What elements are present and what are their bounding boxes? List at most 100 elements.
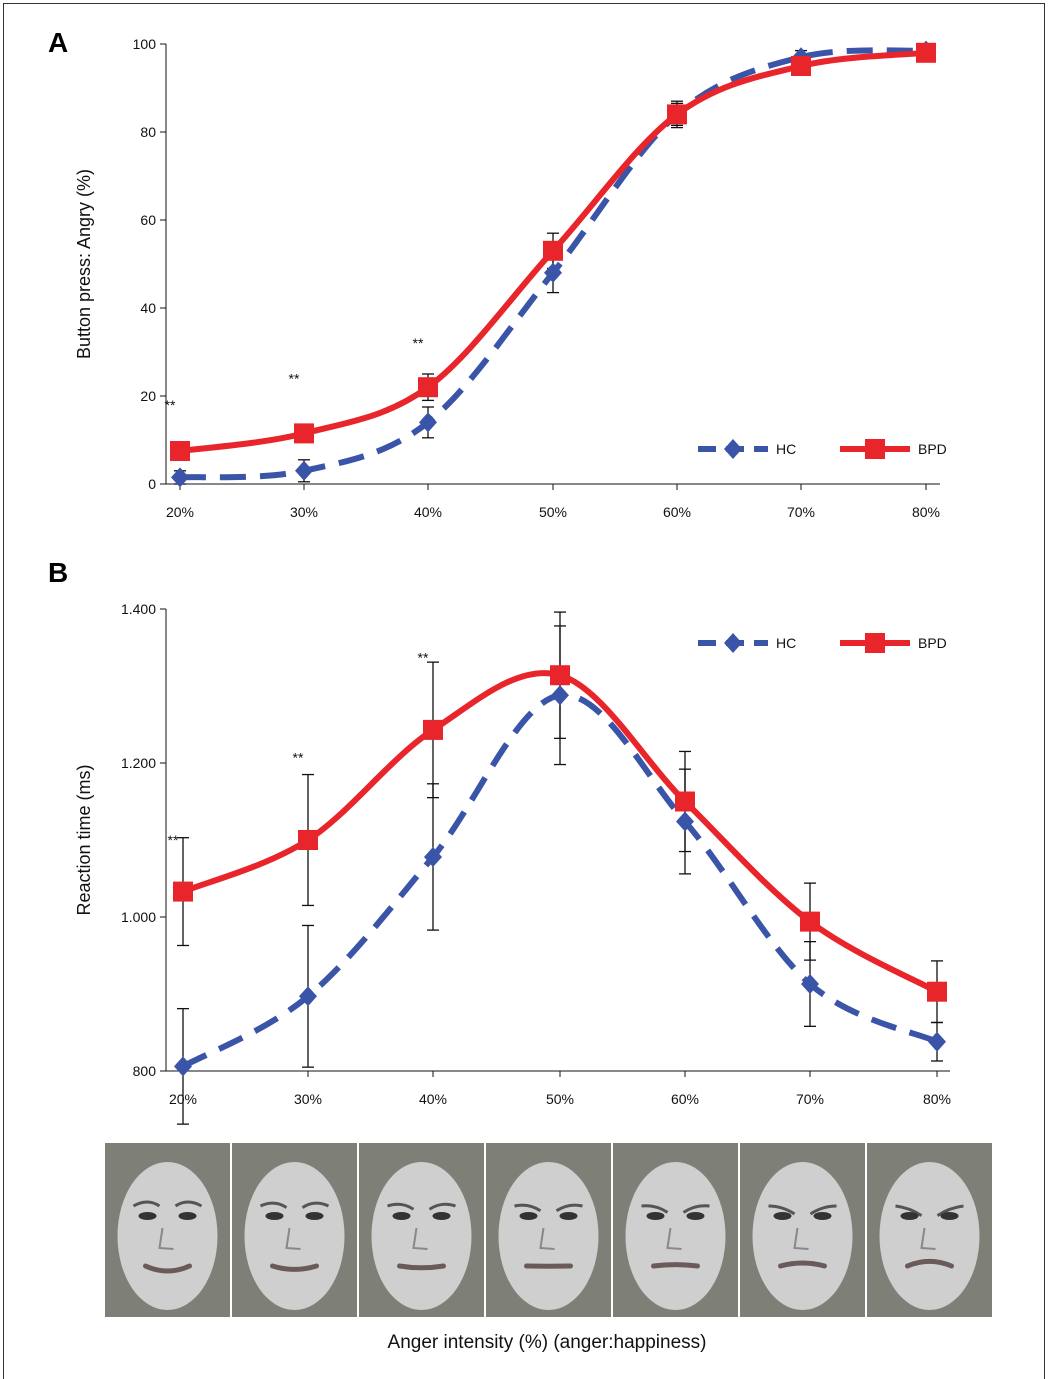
panel-b-legend-hc-marker: [724, 633, 742, 653]
panel-b-series-bpd-point: [927, 981, 947, 1002]
panel-a-y-tick-label: 20: [140, 388, 156, 404]
panel-b-x-tick-label: 30%: [294, 1091, 322, 1107]
face-nose: [793, 1227, 809, 1250]
panel-a-legend-hc-marker: [724, 439, 742, 459]
face-mouth: [397, 1263, 446, 1271]
panel-a-x-tick-label: 60%: [663, 504, 691, 520]
panel-a-y-tick-label: 100: [133, 36, 157, 52]
face-eye: [138, 1212, 157, 1220]
panel-b-legend-bpd-marker: [865, 633, 885, 653]
face-eye: [900, 1212, 919, 1220]
panel-a-y-tick-label: 80: [140, 124, 156, 140]
face-eye: [686, 1212, 705, 1220]
figure-frame: [3, 3, 1045, 1379]
face-nose: [539, 1227, 555, 1250]
panel-b-series-bpd-point: [423, 719, 443, 740]
face-mouth: [143, 1263, 192, 1274]
face-eye: [813, 1212, 832, 1220]
panel-a-series-hc-point: [544, 262, 562, 283]
face-nose: [285, 1227, 301, 1250]
face-shape: [244, 1162, 345, 1310]
panel-a-x-tick-label: 40%: [414, 504, 442, 520]
panel-a-significance-marker: **: [413, 335, 424, 351]
face-eye: [519, 1212, 538, 1220]
panel-a-y-tick-label: 40: [140, 300, 156, 316]
panel-b-series-hc-point: [676, 811, 694, 832]
panel-b-series-hc-point: [174, 1056, 192, 1077]
face-mouth: [778, 1260, 827, 1269]
panel-b-y-axis-label: Reaction time (ms): [74, 764, 94, 915]
panel-b-y-tick-label: 1.400: [121, 601, 156, 617]
panel-a-legend-bpd-marker: [865, 439, 885, 459]
panel-b-x-tick-label: 40%: [419, 1091, 447, 1107]
panel-b-x-tick-label: 80%: [923, 1091, 951, 1107]
face-brow: [132, 1200, 161, 1208]
panel-a-series-hc-point: [171, 467, 189, 488]
face-brow: [555, 1203, 583, 1213]
panel-b-legend-bpd-label: BPD: [918, 635, 947, 651]
panel-a-series-hc-point: [419, 412, 437, 433]
panel-b-letter: B: [48, 557, 68, 588]
panel-a-series-hc-point: [295, 460, 313, 481]
face-strip: [105, 1143, 992, 1317]
panel-a: A 0 20 40 60 80 100 20% 30% 40% 50% 60% 70% 80% Butto…: [48, 27, 947, 520]
face-shape: [117, 1162, 218, 1310]
face-shape: [879, 1162, 980, 1310]
face-image: [867, 1143, 992, 1317]
face-brow: [514, 1203, 542, 1213]
panel-a-series-bpd-point: [294, 423, 314, 444]
face-brow: [428, 1202, 456, 1211]
face-eye: [432, 1212, 451, 1220]
panel-b-y-tick-label: 1.000: [121, 909, 156, 925]
face-nose: [920, 1227, 936, 1250]
panel-b-significance-marker: **: [418, 650, 429, 666]
face-brow: [641, 1204, 669, 1214]
panel-b-series-bpd-point: [800, 911, 820, 932]
panel-b-significance-marker: **: [168, 832, 179, 848]
face-eye: [646, 1212, 665, 1220]
panel-b-series-bpd-point: [298, 830, 318, 850]
panel-a-x-tick-label: 80%: [912, 504, 940, 520]
face-brow: [259, 1201, 288, 1209]
panel-b-series-bpd-point: [550, 665, 570, 686]
face-image: [740, 1143, 865, 1317]
face-image: [105, 1143, 230, 1317]
face-mouth: [651, 1262, 700, 1269]
panel-b-series-bpd-point: [675, 791, 695, 812]
face-nose: [158, 1227, 174, 1250]
panel-a-x-tick-label: 30%: [290, 504, 318, 520]
face-eye: [773, 1212, 792, 1220]
panel-a-y-tick-label: 0: [148, 476, 156, 492]
panel-a-x-tick-label: 70%: [787, 504, 815, 520]
face-shape: [498, 1162, 599, 1310]
face-eye: [940, 1212, 959, 1220]
face-brow: [682, 1204, 710, 1214]
panel-a-y-tick-label: 60: [140, 212, 156, 228]
panel-a-series-bpd-point: [418, 377, 438, 398]
face-brow: [895, 1204, 923, 1217]
panel-a-x-tick-label: 20%: [166, 504, 194, 520]
face-mouth: [270, 1263, 319, 1272]
figure-x-axis-label: Anger intensity (%) (anger:happiness): [388, 1332, 707, 1353]
panel-b-x-tick-label: 70%: [796, 1091, 824, 1107]
panel-b-x-tick-label: 60%: [671, 1091, 699, 1107]
face-nose: [412, 1227, 428, 1250]
panel-a-series-bpd-point: [916, 42, 936, 63]
face-shape: [625, 1162, 726, 1310]
panel-b-legend-hc-label: HC: [776, 635, 796, 651]
face-eye: [559, 1212, 578, 1220]
panel-b-x-tick-label: 50%: [546, 1091, 574, 1107]
face-eye: [305, 1212, 324, 1220]
panel-a-significance-marker: **: [289, 370, 300, 386]
face-image: [486, 1143, 611, 1317]
panel-a-series-bpd-point: [791, 56, 811, 76]
panel-b-series-hc-point: [801, 973, 819, 994]
face-brow: [301, 1201, 330, 1209]
panel-a-y-axis-label: Button press: Angry (%): [74, 169, 94, 359]
panel-a-series-bpd-point: [667, 104, 687, 125]
panel-b-series-bpd-point: [173, 881, 193, 902]
panel-b-y-tick-label: 800: [133, 1063, 157, 1079]
panel-a-significance-marker: **: [165, 397, 176, 413]
